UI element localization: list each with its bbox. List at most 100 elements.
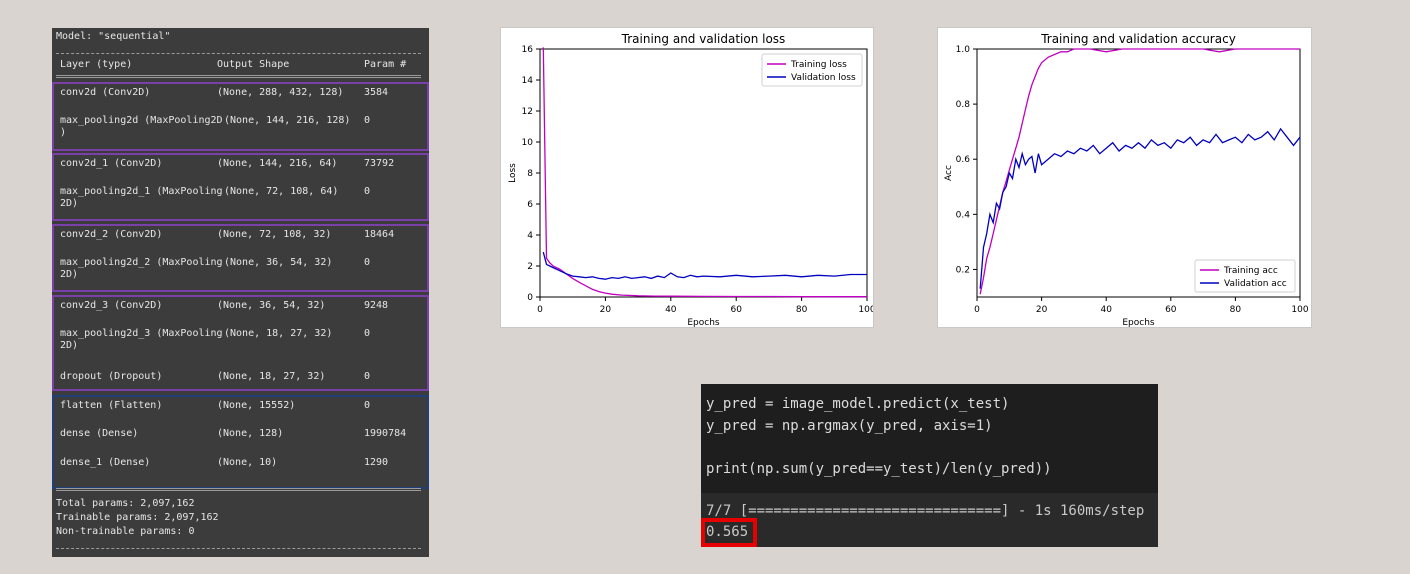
- layer-params: 73792: [364, 158, 395, 169]
- layer-shape: (None, 72, 108, 32): [217, 229, 332, 240]
- layer-name: dense_1 (Dense): [60, 457, 151, 468]
- series-line-0: [542, 47, 867, 298]
- layer-params: 18464: [364, 229, 395, 240]
- code-line-2: y_pred = np.argmax(y_pred, axis=1): [706, 418, 993, 434]
- layer-name: max_pooling2d_3 (MaxPooling 2D): [60, 328, 223, 351]
- x-tick-label: 0: [537, 305, 543, 315]
- layer-name: conv2d_2 (Conv2D): [60, 229, 163, 240]
- layer-name: conv2d (Conv2D): [60, 87, 151, 98]
- header-layer: Layer (type): [60, 59, 133, 70]
- y-tick-label: 2: [527, 262, 533, 272]
- divider: [56, 548, 421, 549]
- y-axis-label: Acc: [944, 165, 954, 181]
- y-tick-label: 0: [527, 293, 533, 303]
- accuracy-chart-svg: Training and validation accuracy 0 20 40 60 8…: [944, 32, 1309, 327]
- layer-name: max_pooling2d_2 (MaxPooling 2D): [60, 257, 223, 280]
- layer-params: 0: [364, 328, 371, 339]
- y-tick-label: 12: [522, 107, 533, 117]
- layer-group-box: [52, 224, 429, 292]
- layer-name: max_pooling2d (MaxPooling2D ): [60, 115, 223, 138]
- loss-chart: Training and validation loss 0 20 40 60 80 100…: [500, 27, 874, 328]
- layer-params: 0: [364, 257, 371, 268]
- trainable-params: Trainable params: 2,097,162: [56, 512, 219, 523]
- code-cell: y_pred = image_model.predict(x_test) y_p…: [701, 384, 1158, 547]
- layer-shape: (None, 18, 27, 32): [217, 371, 326, 382]
- result-output: 0.565: [706, 524, 749, 540]
- layer-params: 9248: [364, 300, 389, 311]
- layer-shape: (None, 10): [217, 457, 278, 468]
- y-tick-label: 6: [527, 200, 533, 210]
- layer-shape: (None, 72, 108, 64): [224, 186, 339, 197]
- x-axis-label: Epochs: [1122, 318, 1155, 327]
- chart-title: Training and validation accuracy: [1040, 32, 1236, 46]
- layer-params: 0: [364, 115, 371, 126]
- divider: [56, 488, 421, 491]
- layer-shape: (None, 288, 432, 128): [217, 87, 344, 98]
- layer-shape: (None, 15552): [217, 400, 296, 411]
- layer-group-box: [52, 153, 429, 221]
- x-tick-label: 20: [1036, 305, 1048, 315]
- y-tick-label: 0.8: [956, 100, 971, 110]
- layer-params: 3584: [364, 87, 389, 98]
- y-tick-label: 14: [522, 76, 534, 86]
- layer-name: dense (Dense): [60, 428, 139, 439]
- model-summary-panel: Model: "sequential" Layer (type) Output …: [52, 28, 429, 557]
- code-line-1: y_pred = image_model.predict(x_test): [706, 396, 1010, 412]
- total-params: Total params: 2,097,162: [56, 498, 195, 509]
- layer-params: 1990784: [364, 428, 407, 439]
- code-line-3: print(np.sum(y_pred==y_test)/len(y_pred)…: [706, 461, 1052, 477]
- layer-shape: (None, 18, 27, 32): [224, 328, 333, 339]
- header-param: Param #: [364, 59, 407, 70]
- layer-group-box: [52, 82, 429, 151]
- result-highlight-box: [701, 518, 757, 547]
- layer-shape: (None, 36, 54, 32): [217, 300, 326, 311]
- y-tick-label: 1.0: [956, 45, 971, 55]
- layer-params: 0: [364, 186, 371, 197]
- x-tick-label: 40: [665, 305, 677, 315]
- y-tick-label: 4: [527, 231, 533, 241]
- y-tick-label: 10: [522, 138, 534, 148]
- series-line-1: [542, 251, 867, 280]
- legend-box: [761, 53, 863, 87]
- legend-label: Validation loss: [791, 73, 856, 83]
- layer-name: conv2d_1 (Conv2D): [60, 158, 163, 169]
- layer-name: flatten (Flatten): [60, 400, 163, 411]
- x-tick-label: 100: [858, 305, 873, 315]
- y-tick-label: 8: [527, 169, 533, 179]
- legend-label: Training acc: [1223, 266, 1278, 276]
- x-tick-label: 100: [1291, 305, 1308, 315]
- layer-params: 0: [364, 400, 371, 411]
- divider: [56, 75, 421, 78]
- layer-params: 1290: [364, 457, 389, 468]
- chart-title: Training and validation loss: [621, 32, 786, 46]
- legend-box: [1194, 259, 1296, 293]
- x-tick-label: 60: [1165, 305, 1177, 315]
- layer-group-box: [52, 295, 429, 391]
- model-name: Model: "sequential": [56, 31, 171, 42]
- x-tick-label: 80: [796, 305, 808, 315]
- series-line-1: [979, 127, 1301, 289]
- layer-name: dropout (Dropout): [60, 371, 163, 382]
- layer-shape: (None, 36, 54, 32): [224, 257, 333, 268]
- x-tick-label: 60: [730, 305, 742, 315]
- layer-shape: (None, 128): [217, 428, 284, 439]
- series-line-0: [979, 48, 1300, 295]
- x-tick-label: 20: [600, 305, 612, 315]
- divider: [56, 53, 421, 54]
- x-tick-label: 0: [974, 305, 980, 315]
- layer-name: max_pooling2d_1 (MaxPooling 2D): [60, 186, 223, 209]
- layer-shape: (None, 144, 216, 128): [224, 115, 351, 126]
- legend-label: Validation acc: [1224, 279, 1287, 289]
- y-tick-label: 16: [522, 45, 534, 55]
- x-tick-label: 40: [1100, 305, 1112, 315]
- header-output-shape: Output Shape: [217, 59, 290, 70]
- y-axis-label: Loss: [508, 163, 518, 183]
- y-tick-label: 0.4: [956, 210, 971, 220]
- legend-label: Training loss: [790, 60, 847, 70]
- layer-name: conv2d_3 (Conv2D): [60, 300, 163, 311]
- layer-shape: (None, 144, 216, 64): [217, 158, 338, 169]
- cell-output: 7/7 [==============================] - 1…: [701, 493, 1158, 547]
- non-trainable-params: Non-trainable params: 0: [56, 526, 195, 537]
- x-tick-label: 80: [1230, 305, 1242, 315]
